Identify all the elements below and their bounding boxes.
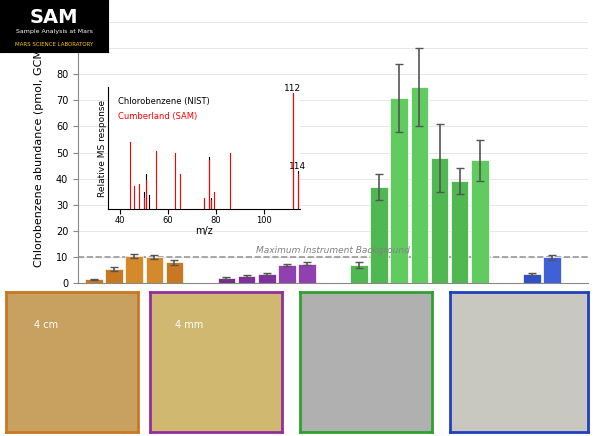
Bar — [298, 264, 316, 283]
Text: Sample Analysis at Mars: Sample Analysis at Mars — [16, 29, 92, 34]
Text: Chlorobenzene (NIST): Chlorobenzene (NIST) — [118, 97, 209, 106]
Y-axis label: Chlorobenzene abundance (pmol, GCMS): Chlorobenzene abundance (pmol, GCMS) — [34, 38, 44, 267]
Bar — [166, 262, 183, 283]
Text: SAM: SAM — [30, 8, 78, 27]
Bar — [410, 87, 428, 283]
Bar — [523, 274, 541, 283]
Y-axis label: Relative MS response: Relative MS response — [98, 100, 107, 197]
Text: 4 cm: 4 cm — [34, 320, 58, 330]
Bar — [258, 274, 275, 283]
Text: 4 mm: 4 mm — [175, 320, 204, 330]
Bar — [106, 269, 123, 283]
Bar — [471, 160, 488, 283]
Bar — [278, 265, 296, 283]
Text: 114: 114 — [289, 162, 306, 170]
Bar — [370, 187, 388, 283]
Text: MARS SCIENCE LABORATORY: MARS SCIENCE LABORATORY — [15, 42, 93, 47]
Text: Maximum Instrument Background: Maximum Instrument Background — [256, 246, 410, 255]
Text: 112: 112 — [284, 84, 301, 93]
Bar — [238, 276, 256, 283]
Bar — [218, 278, 235, 283]
Bar — [451, 181, 469, 283]
Bar — [543, 257, 560, 283]
Bar — [125, 256, 143, 283]
Text: Cumberland (SAM): Cumberland (SAM) — [118, 112, 197, 121]
Bar — [146, 257, 163, 283]
X-axis label: m/z: m/z — [195, 226, 213, 236]
Bar — [85, 279, 103, 283]
Bar — [431, 158, 448, 283]
Bar — [350, 265, 368, 283]
Bar — [391, 98, 408, 283]
